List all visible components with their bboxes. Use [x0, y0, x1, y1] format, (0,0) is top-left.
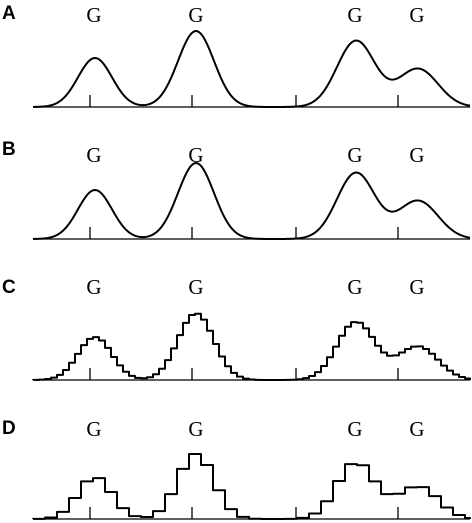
peak-label-b-4: G [409, 143, 424, 167]
peak-label-a-3: G [347, 3, 362, 27]
peak-label-b-3: G [347, 143, 362, 167]
panel-b: B G G G G [2, 139, 471, 240]
peak-label-a-4: G [409, 3, 424, 27]
panel-letter-c: C [2, 277, 16, 298]
trace-a [32, 30, 471, 108]
peak-label-c-3: G [347, 275, 362, 299]
panel-letter-d: D [2, 418, 16, 439]
panel-letter-b: B [2, 139, 16, 160]
trace-d [32, 453, 471, 520]
peak-label-b-2: G [188, 143, 203, 167]
peak-label-d-1: G [86, 417, 101, 441]
peak-label-c-4: G [409, 275, 424, 299]
peak-label-a-2: G [188, 3, 203, 27]
peak-label-d-3: G [347, 417, 362, 441]
panel-a: A G G G G [2, 3, 471, 108]
trace-b [32, 162, 471, 240]
panel-d: D G G G G [2, 417, 471, 520]
peak-label-d-4: G [409, 417, 424, 441]
panel-c: C G G G G [2, 275, 471, 381]
panel-letter-a: A [2, 3, 16, 24]
peak-label-b-1: G [86, 143, 101, 167]
peak-label-d-2: G [188, 417, 203, 441]
trace-c [32, 312, 471, 381]
peak-label-a-1: G [86, 3, 101, 27]
peak-label-c-2: G [188, 275, 203, 299]
peak-label-c-1: G [86, 275, 101, 299]
